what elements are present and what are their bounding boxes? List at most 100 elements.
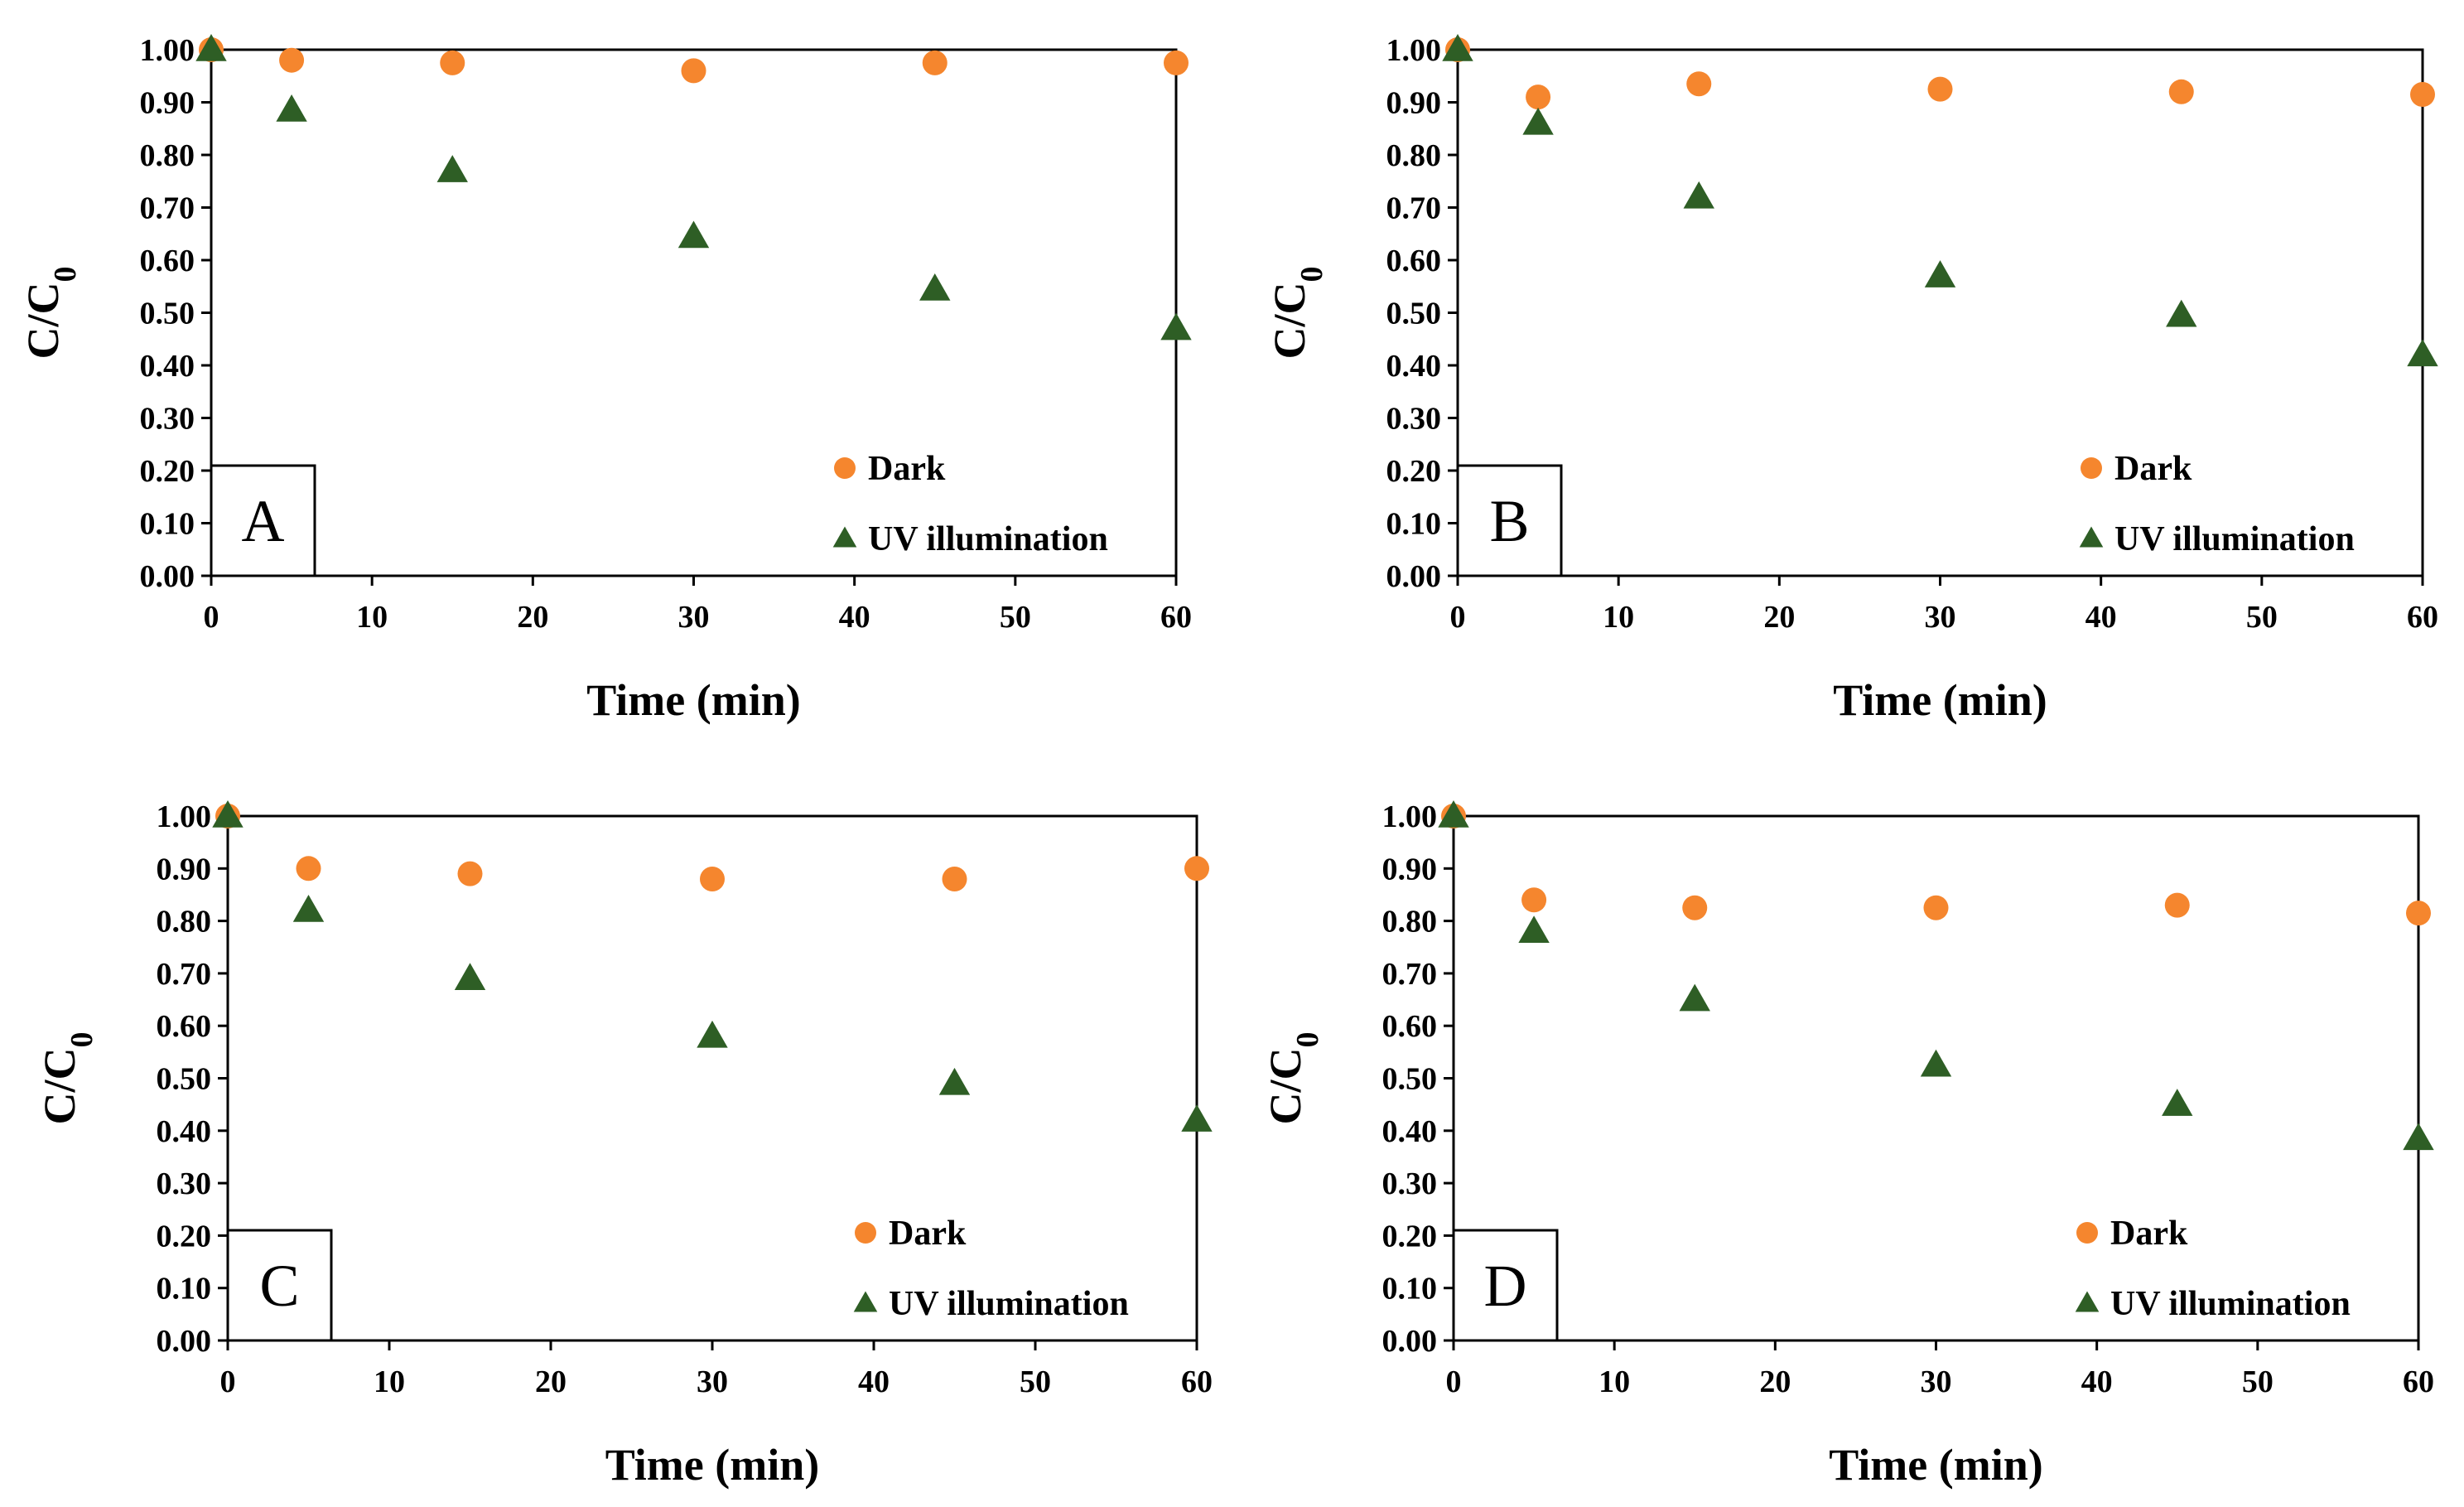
y-tick-label: 0.70 (157, 957, 212, 992)
x-tick-label: 10 (374, 1365, 405, 1399)
uv-data-point (1442, 34, 1473, 61)
chart-panel-c: 0.00 0.10 0.20 0.30 0.40 0.50 0.60 0.70 0.80 0.90… (35, 799, 1213, 1490)
x-tick-label: 20 (1763, 600, 1795, 635)
y-tick-label: 0.10 (140, 507, 195, 542)
y-tick-label: 0.10 (1386, 507, 1442, 542)
uv-data-point (2407, 339, 2438, 367)
y-tick-label: 0.30 (1382, 1166, 1438, 1201)
y-tick-label: 0.70 (140, 191, 195, 226)
dark-data-point (922, 50, 948, 75)
uv-data-point (938, 1067, 971, 1095)
plot-area-frame (210, 48, 1178, 577)
panel-letter: D (1484, 1253, 1527, 1319)
x-tick-label: 0 (1450, 600, 1466, 635)
x-tick-label: 30 (697, 1365, 728, 1399)
x-tick-label: 10 (1598, 1365, 1630, 1399)
plot-area-frame (1456, 48, 2424, 577)
uv-data-point (292, 894, 325, 922)
chart-panel-b: 0.00 0.10 0.20 0.30 0.40 0.50 0.60 0.70 0.80 0.90… (1265, 33, 2438, 725)
x-tick-label: 30 (1925, 600, 1956, 635)
dark-data-point (2164, 892, 2190, 918)
x-tick-label: 60 (1181, 1365, 1213, 1399)
dark-data-point (942, 866, 967, 891)
y-tick-label: 0.60 (140, 244, 195, 278)
x-tick-label: 20 (517, 600, 548, 635)
y-axis-label: C/C0 (1265, 267, 1329, 360)
y-tick-label: 1.00 (1386, 33, 1442, 68)
x-tick-label: 60 (1160, 600, 1192, 635)
y-tick-label: 0.30 (157, 1166, 212, 1201)
y-tick-label: 0.30 (1386, 402, 1442, 437)
y-tick-label: 0.80 (140, 138, 195, 173)
x-tick-label: 40 (2085, 600, 2117, 635)
y-axis-label: C/C0 (1261, 1032, 1325, 1125)
y-tick-label: 0.90 (1382, 852, 1438, 886)
uv-data-point (1438, 800, 1469, 828)
uv-data-point (1924, 260, 1956, 287)
dark-data-point (2406, 901, 2431, 926)
dark-data-point (457, 861, 483, 886)
dark-data-point (1184, 856, 1209, 881)
panel-letter-box (210, 464, 316, 577)
y-tick-label: 0.00 (157, 1324, 212, 1359)
x-tick-label: 40 (2081, 1365, 2113, 1399)
dark-data-point (2410, 81, 2435, 107)
uv-data-point (697, 1020, 728, 1048)
dark-data-point (1682, 895, 1708, 920)
panel-letter: C (259, 1253, 299, 1319)
dark-data-point (296, 856, 321, 881)
x-tick-label: 50 (2242, 1365, 2274, 1399)
plot-area-frame (1452, 814, 2420, 1342)
y-tick-label: 0.80 (1386, 138, 1442, 173)
dark-data-point (279, 47, 305, 73)
uv-data-point (2166, 299, 2197, 327)
y-tick-label: 0.20 (157, 1219, 212, 1253)
panel-letter: A (242, 488, 285, 554)
x-tick-label: 30 (678, 600, 710, 635)
y-tick-label: 0.80 (1382, 905, 1438, 939)
legend-uv-label: UV illumination (868, 520, 1108, 558)
x-tick-label: 0 (1446, 1365, 1462, 1399)
legend-dark-marker (2081, 457, 2102, 479)
dark-data-point (1686, 71, 1712, 97)
y-tick-label: 0.20 (1386, 454, 1442, 489)
y-tick-label: 0.90 (1386, 86, 1442, 121)
legend-uv-marker (853, 1291, 878, 1312)
x-axis-label: Time (min) (605, 1440, 819, 1490)
x-axis-label: Time (min) (1829, 1440, 2042, 1490)
dark-data-point (2168, 79, 2194, 104)
y-tick-label: 0.40 (140, 349, 195, 384)
panel-letter-box (226, 1229, 333, 1342)
x-tick-label: 60 (2403, 1365, 2434, 1399)
uv-data-point (212, 800, 244, 828)
uv-data-point (1181, 1104, 1213, 1132)
y-tick-label: 0.90 (157, 852, 212, 886)
dark-data-point (440, 50, 465, 75)
y-tick-label: 0.70 (1382, 957, 1438, 992)
x-tick-label: 10 (1603, 600, 1634, 635)
y-tick-label: 0.70 (1386, 191, 1442, 226)
y-tick-label: 1.00 (140, 33, 195, 68)
uv-data-point (454, 963, 486, 990)
legend-uv-marker (2075, 1291, 2100, 1312)
legend-dark-label: Dark (2110, 1215, 2188, 1253)
uv-data-point (1518, 915, 1550, 944)
x-tick-label: 10 (356, 600, 388, 635)
uv-data-point (1683, 181, 1714, 209)
uv-data-point (2403, 1123, 2434, 1151)
y-tick-label: 1.00 (157, 799, 212, 834)
dark-data-point (1164, 50, 1189, 75)
x-tick-label: 50 (2246, 600, 2278, 635)
x-tick-label: 40 (839, 600, 870, 635)
x-tick-label: 20 (1759, 1365, 1791, 1399)
x-tick-label: 30 (1921, 1365, 1952, 1399)
y-tick-label: 0.10 (1382, 1272, 1438, 1307)
x-tick-label: 40 (858, 1365, 890, 1399)
legend-uv-marker (832, 526, 857, 548)
y-tick-label: 0.30 (140, 402, 195, 437)
legend-dark-label: Dark (889, 1215, 967, 1253)
y-tick-label: 0.50 (1386, 297, 1442, 331)
y-tick-label: 0.20 (1382, 1219, 1438, 1253)
y-tick-label: 0.40 (157, 1114, 212, 1149)
